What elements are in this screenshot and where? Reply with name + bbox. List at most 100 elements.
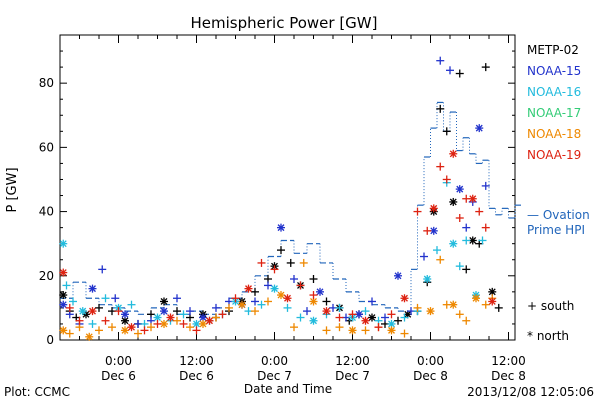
south-point-noaa-18: [455, 310, 464, 319]
legend-entry-noaa-15: NOAA-15: [527, 64, 581, 78]
south-point-noaa-19: [65, 303, 74, 312]
south-point-noaa-19: [179, 319, 188, 328]
north-point-noaa-15: [59, 300, 68, 309]
north-point-noaa-19: [488, 297, 497, 306]
x-tick-time-label: 0:00: [261, 354, 288, 368]
x-tick-day-label: Dec 6: [101, 369, 136, 383]
south-point-noaa-15: [173, 294, 181, 303]
south-point-noaa-19: [348, 310, 357, 319]
south-point-noaa-15: [436, 56, 445, 65]
plot-timestamp: 2013/12/08 12:05:06: [467, 385, 594, 399]
south-point-noaa-15: [481, 181, 490, 190]
south-point-metp-02: [442, 127, 451, 136]
south-point-noaa-19: [442, 175, 451, 184]
y-tick-label: 60: [39, 140, 54, 154]
marker-legend-south: + south: [527, 299, 574, 313]
south-point-noaa-18: [108, 323, 116, 332]
north-point-noaa-19: [88, 307, 97, 316]
x-tick-time-label: 12:00: [335, 354, 370, 368]
north-point-noaa-15: [88, 284, 97, 293]
north-point-metp-02: [449, 197, 458, 206]
south-point-noaa-16: [478, 236, 487, 245]
x-tick-day-label: Dec 7: [335, 369, 370, 383]
y-tick-label: 80: [39, 76, 54, 90]
north-point-noaa-18: [238, 300, 246, 309]
marker-legend-north: * north: [527, 329, 569, 343]
south-point-metp-02: [494, 303, 503, 312]
south-point-metp-02: [251, 287, 259, 296]
ovation-prime-hpi-line: [60, 101, 522, 315]
legend-entry-noaa-18: NOAA-18: [527, 127, 581, 141]
south-point-noaa-15: [251, 297, 259, 306]
north-point-noaa-18: [85, 332, 94, 341]
north-point-noaa-16: [78, 307, 87, 316]
south-point-noaa-18: [65, 329, 74, 338]
y-tick-label: 40: [39, 205, 54, 219]
north-point-noaa-15: [475, 124, 484, 133]
south-point-noaa-16: [361, 307, 370, 316]
south-point-noaa-18: [299, 258, 308, 267]
x-tick-day-label: Dec 8: [413, 369, 448, 383]
south-point-noaa-18: [462, 316, 471, 325]
south-point-noaa-19: [455, 214, 464, 222]
south-point-metp-02: [286, 258, 295, 267]
south-point-noaa-16: [296, 313, 305, 322]
south-point-noaa-16: [455, 262, 464, 271]
north-point-noaa-15: [316, 287, 324, 296]
south-point-noaa-16: [127, 300, 136, 309]
south-point-noaa-16: [462, 236, 471, 245]
y-axis-label: P [GW]: [5, 167, 20, 212]
north-point-metp-02: [121, 316, 129, 325]
y-tick-label: 0: [46, 333, 54, 347]
x-tick-time-label: 12:00: [179, 354, 214, 368]
south-point-noaa-19: [374, 323, 383, 332]
south-point-noaa-15: [98, 265, 107, 274]
north-point-noaa-18: [309, 297, 318, 306]
legend-entry-metp-02: METP-02: [527, 43, 579, 57]
north-point-noaa-15: [160, 307, 168, 316]
south-point-noaa-19: [192, 326, 201, 335]
x-axis-label: Date and Time: [244, 382, 332, 396]
series-legend: METP-02 NOAA-15 NOAA-16 NOAA-17 NOAA-18 NOAA-…: [527, 43, 581, 162]
south-point-metp-02: [173, 307, 181, 316]
y-tick-label: 20: [39, 269, 54, 283]
north-point-noaa-18: [472, 294, 480, 303]
legend-entry-noaa-17: NOAA-17: [527, 106, 581, 120]
south-point-noaa-15: [186, 307, 194, 316]
south-point-noaa-18: [335, 323, 344, 332]
north-point-noaa-15: [455, 185, 464, 194]
north-point-noaa-19: [400, 294, 409, 303]
south-point-noaa-19: [140, 326, 149, 335]
south-point-noaa-18: [225, 303, 233, 312]
south-point-noaa-15: [212, 303, 220, 312]
legend-entry-noaa-19: NOAA-19: [527, 148, 581, 162]
chart-title: Hemispheric Power [GW]: [191, 14, 378, 32]
north-point-noaa-19: [244, 284, 253, 293]
south-point-noaa-19: [296, 281, 305, 290]
south-point-noaa-18: [212, 313, 220, 322]
south-point-noaa-18: [436, 255, 445, 264]
south-point-noaa-16: [179, 310, 188, 319]
north-point-noaa-19: [429, 204, 438, 213]
south-point-metp-02: [322, 297, 331, 306]
south-point-metp-02: [455, 69, 464, 78]
north-point-noaa-18: [387, 326, 396, 335]
south-point-noaa-18: [322, 326, 331, 335]
south-point-metp-02: [481, 63, 490, 72]
north-point-noaa-18: [348, 326, 357, 335]
plot-border: [59, 34, 516, 341]
south-point-noaa-19: [114, 307, 123, 316]
south-point-noaa-15: [368, 297, 376, 306]
north-point-noaa-16: [423, 275, 432, 283]
south-point-noaa-18: [134, 329, 142, 338]
north-point-noaa-19: [361, 316, 370, 325]
south-point-noaa-18: [413, 303, 422, 312]
south-point-noaa-19: [75, 316, 84, 325]
south-point-noaa-15: [303, 307, 311, 316]
x-tick-day-label: Dec 7: [257, 369, 292, 383]
north-point-noaa-16: [449, 239, 458, 248]
south-point-noaa-19: [481, 223, 490, 232]
north-point-noaa-15: [429, 226, 438, 235]
y-axis: 0 20 40 60 80: [39, 50, 515, 347]
